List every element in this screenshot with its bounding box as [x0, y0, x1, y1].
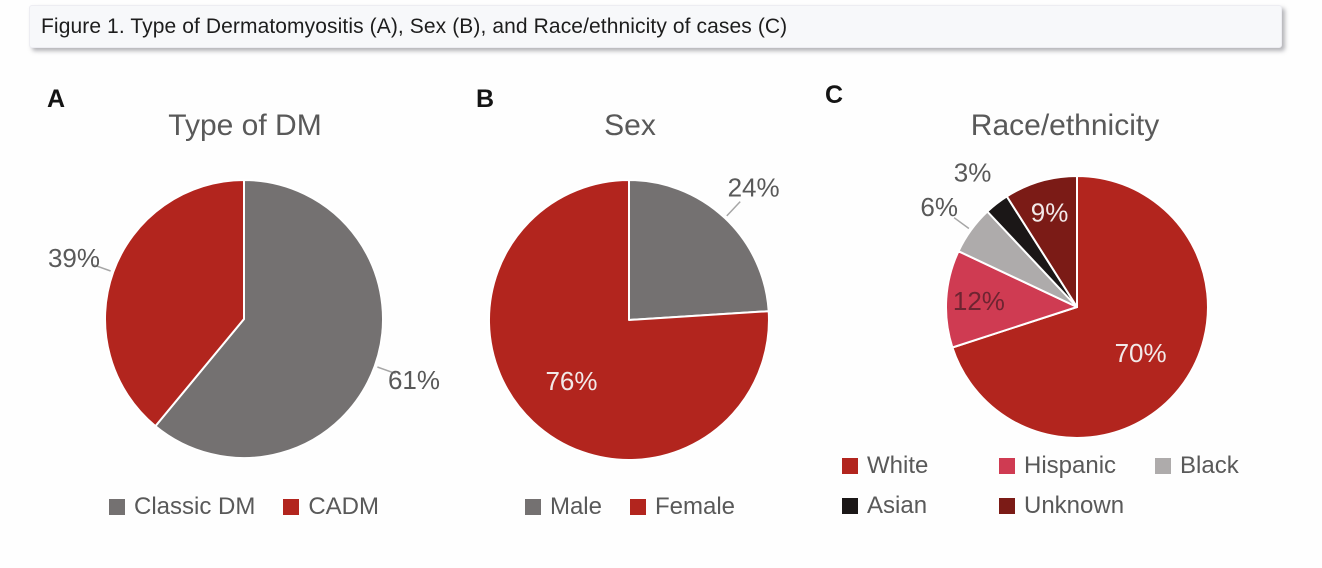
sex-data-label-male: 24% — [728, 172, 780, 202]
type-of-dm-data-label-classic-dm: 61% — [388, 365, 440, 395]
figure-caption-bar: Figure 1. Type of Dermatomyositis (A), S… — [29, 5, 1282, 48]
sex-leader-male — [726, 201, 741, 217]
race-ethnicity-data-label-unknown: 9% — [1031, 198, 1069, 228]
panel-letter-c: C — [825, 81, 844, 109]
race-ethnicity-data-label-asian: 3% — [954, 157, 992, 187]
type-of-dm-legend-label-cadm: CADM — [308, 493, 379, 520]
race-ethnicity-slice-white — [951, 175, 1209, 439]
race-ethnicity-legend-label-unknown: Unknown — [1024, 492, 1125, 519]
type-of-dm-legend-item-classic-dm: Classic DM — [108, 493, 256, 521]
chart-title-race-ethnicity: Race/ethnicity — [970, 109, 1160, 142]
sex-legend-label-male: Male — [549, 493, 602, 520]
race-ethnicity-leader-black — [953, 217, 970, 230]
race-ethnicity-data-label-hispanic: 12% — [953, 286, 1005, 316]
sex-data-label-female: 76% — [545, 366, 597, 396]
type-of-dm-slice-classic-dm — [154, 179, 384, 459]
race-ethnicity-legend-swatch-unknown — [999, 498, 1015, 514]
sex-legend-item-male: Male — [524, 493, 602, 521]
race-ethnicity-legend-item-white: White — [842, 452, 999, 480]
type-of-dm-legend-swatch-classic-dm — [108, 499, 125, 515]
sex-legend-item-female: Female — [630, 493, 735, 521]
panel-letter-b: B — [476, 85, 495, 113]
race-ethnicity-legend-swatch-hispanic — [999, 458, 1015, 474]
panel-letter-a: A — [47, 85, 66, 113]
sex-slice-female — [488, 179, 770, 461]
race-ethnicity-legend-label-asian: Asian — [867, 492, 928, 519]
race-ethnicity-legend-label-hispanic: Hispanic — [1024, 452, 1117, 479]
race-ethnicity-legend-item-unknown: Unknown — [999, 492, 1155, 520]
chart-title-type-of-dm: Type of DM — [168, 109, 322, 142]
race-ethnicity-legend-item-asian: Asian — [842, 492, 999, 520]
type-of-dm-legend-swatch-cadm — [283, 499, 300, 515]
race-ethnicity-legend-label-black: Black — [1180, 452, 1239, 479]
race-ethnicity-data-label-white: 70% — [1115, 338, 1167, 368]
chart-title-sex: Sex — [604, 109, 656, 142]
type-of-dm-legend-item-cadm: CADM — [283, 493, 379, 521]
legend-type-of-dm: Classic DM CADM — [44, 493, 444, 521]
sex-legend-label-female: Female — [655, 493, 736, 520]
sex-slice-male — [628, 179, 770, 321]
race-ethnicity-legend-swatch-asian — [842, 498, 858, 514]
sex-legend-swatch-female — [630, 499, 646, 515]
type-of-dm-leader-cadm — [92, 263, 111, 272]
race-ethnicity-slice-unknown — [1005, 175, 1078, 308]
race-ethnicity-legend-swatch-black — [1155, 458, 1171, 474]
type-of-dm-slice-cadm — [104, 179, 245, 428]
legend-sex: Male Female — [430, 493, 830, 521]
sex-legend-swatch-male — [524, 499, 541, 515]
race-ethnicity-legend-item-hispanic: Hispanic — [999, 452, 1155, 480]
legend-race-ethnicity: White Hispanic Black Asian Unknown — [842, 452, 1239, 520]
race-ethnicity-legend-swatch-white — [842, 458, 858, 474]
type-of-dm-leader-classic-dm — [377, 366, 396, 375]
race-ethnicity-legend-item-black: Black — [1155, 452, 1239, 480]
type-of-dm-legend-label-classic-dm: Classic DM — [133, 493, 256, 520]
race-ethnicity-legend-label-white: White — [867, 452, 929, 479]
race-ethnicity-slice-hispanic — [945, 250, 1078, 349]
figure-caption: Figure 1. Type of Dermatomyositis (A), S… — [41, 14, 788, 38]
race-ethnicity-data-label-black: 6% — [920, 192, 958, 222]
type-of-dm-data-label-cadm: 39% — [48, 243, 100, 273]
